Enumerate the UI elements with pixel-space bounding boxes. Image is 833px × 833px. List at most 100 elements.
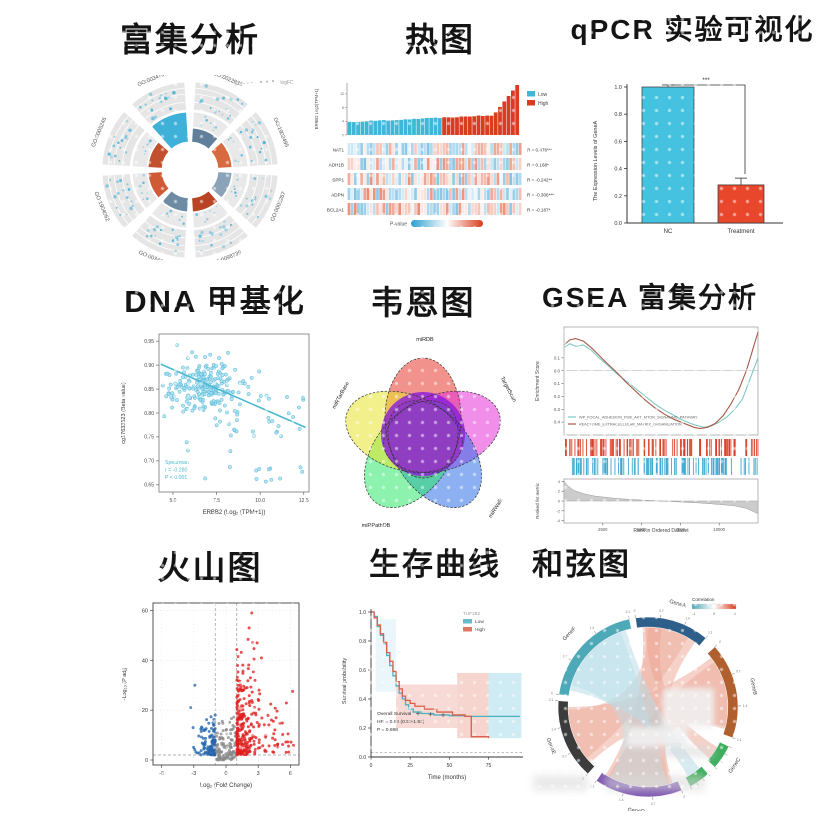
heatmap-title: 热图 — [405, 21, 475, 58]
svg-text:miRDB: miRDB — [416, 337, 434, 343]
svg-text:0.4: 0.4 — [614, 167, 622, 173]
svg-text:0: 0 — [144, 758, 147, 764]
svg-text:miRPathDB: miRPathDB — [361, 523, 390, 529]
svg-text:0: 0 — [713, 612, 715, 616]
svg-text:Log₂ (Fold Change): Log₂ (Fold Change) — [199, 783, 251, 789]
svg-text:0.7: 0.7 — [562, 754, 567, 758]
svg-text:2500: 2500 — [598, 527, 608, 532]
chord-title: 和弦图 — [532, 547, 631, 582]
panel-methylation: DNA 甲基化 0.95 0.90 0.85 0.80 0.75 0.70 0.65 5.0 7… — [85, 284, 345, 544]
svg-text:0.7: 0.7 — [659, 609, 664, 613]
svg-text:Overall Survival: Overall Survival — [377, 711, 411, 717]
svg-text:NAT1: NAT1 — [333, 147, 345, 152]
svg-text:50: 50 — [447, 763, 453, 769]
svg-text:GO:0005246: GO:0005246 — [91, 117, 109, 148]
svg-text:1: 1 — [734, 612, 736, 616]
svg-text:Survival probability: Survival probability — [342, 657, 348, 703]
svg-text:0: 0 — [634, 609, 636, 613]
svg-text:-6: -6 — [159, 771, 164, 777]
svg-text:0: 0 — [224, 771, 227, 777]
svg-text:0.7: 0.7 — [736, 669, 741, 673]
svg-text:0: 0 — [551, 691, 553, 695]
svg-text:1.4: 1.4 — [743, 704, 748, 708]
svg-text:R = -0.187*: R = -0.187* — [527, 207, 551, 212]
svg-text:12.5: 12.5 — [298, 498, 308, 504]
svg-text:GeneA: GeneA — [668, 599, 686, 610]
svg-text:P-value: P-value — [390, 222, 407, 228]
svg-text:3: 3 — [256, 771, 259, 777]
svg-text:0.2: 0.2 — [359, 726, 366, 732]
svg-text:R = 0.168*: R = 0.168* — [527, 162, 549, 167]
panel-volcano: 火山图 -6 -3 0 3 6 0 20 40 60 Log₂ (Fold Change) -Log… — [100, 549, 320, 807]
svg-text:0: 0 — [719, 640, 721, 644]
svg-text:6: 6 — [288, 771, 291, 777]
svg-text:2.1: 2.1 — [708, 630, 713, 634]
svg-text:ADH1B: ADH1B — [329, 162, 344, 167]
svg-text:0.0: 0.0 — [359, 755, 366, 761]
svg-text:2.1: 2.1 — [737, 738, 742, 742]
svg-text:GeneD: GeneD — [627, 807, 645, 811]
heatmap-chart: 0 4 8 12 ERBB2 Log2(TPM+1) Low High NAT1 R = 0.4… — [314, 82, 554, 228]
svg-text:ERBB2 (Log₂ (TPM+1)): ERBB2 (Log₂ (TPM+1)) — [202, 510, 265, 516]
svg-text:High: High — [475, 627, 485, 633]
panel-heatmap: 热图 0 4 8 12 ERBB2 Log2(TPM+1) Low High NAT1 R = … — [295, 21, 585, 232]
svg-text:-1: -1 — [692, 612, 695, 616]
survival-title: 生存曲线 — [369, 547, 501, 582]
svg-text:ERBB2 Log2(TPM+1): ERBB2 Log2(TPM+1) — [314, 88, 319, 129]
gsea-title: GSEA 富集分析 — [541, 282, 759, 313]
svg-text:-0.1: -0.1 — [552, 382, 560, 387]
gsea-chart: 0.1 0.0 -0.1 -0.2 -0.3 -0.4 Enrichment Score WP… — [535, 327, 759, 533]
svg-text:High: High — [538, 101, 549, 107]
svg-text:The Expression Levels of GeneA: The Expression Levels of GeneA — [593, 121, 599, 202]
svg-text:0.1: 0.1 — [554, 356, 561, 361]
svg-text:Correlation: Correlation — [692, 597, 715, 602]
svg-text:4: 4 — [558, 479, 561, 484]
panel-survival: 生存曲线 0.0 0.2 0.4 0.6 0.8 1.0 0 25 50 75 Time (mont… — [330, 547, 540, 808]
svg-text:0.8: 0.8 — [614, 113, 622, 119]
svg-text:60: 60 — [141, 608, 147, 614]
svg-text:0.4: 0.4 — [359, 697, 366, 703]
svg-text:8: 8 — [342, 106, 344, 110]
svg-text:0.80: 0.80 — [144, 411, 154, 417]
svg-text:0: 0 — [683, 795, 685, 799]
svg-text:ADPN: ADPN — [331, 192, 344, 197]
svg-text:20: 20 — [141, 708, 147, 714]
svg-text:R = 0.476***: R = 0.476*** — [527, 147, 553, 152]
svg-text:logFC: logFC — [280, 80, 294, 86]
svg-text:0.0: 0.0 — [554, 369, 561, 374]
svg-text:WP_FOCAL_ADHESION_PI3K_AKT_MTO: WP_FOCAL_ADHESION_PI3K_AKT_MTOR_SIGNALIN… — [579, 416, 698, 420]
svg-text:GO:1902495: GO:1902495 — [272, 117, 290, 148]
svg-text:7.5: 7.5 — [213, 498, 220, 504]
svg-text:1.4: 1.4 — [685, 616, 690, 620]
svg-text:-3: -3 — [191, 771, 196, 777]
svg-text:1.0: 1.0 — [359, 610, 366, 616]
svg-text:0.95: 0.95 — [144, 339, 154, 345]
svg-text:REACTOME_EXTRACELLULAR_MATRIX_: REACTOME_EXTRACELLULAR_MATRIX_ORGANIZATI… — [579, 423, 682, 427]
svg-text:1.4: 1.4 — [551, 727, 556, 731]
svg-text:0.85: 0.85 — [144, 387, 154, 393]
svg-text:2.1: 2.1 — [549, 698, 554, 702]
svg-text:miRTarBase: miRTarBase — [331, 381, 350, 410]
svg-text:Enrichment Score: Enrichment Score — [535, 361, 541, 401]
svg-text:-0.2: -0.2 — [552, 394, 560, 399]
svg-text:BCL2A1: BCL2A1 — [327, 207, 345, 212]
svg-text:2.1: 2.1 — [590, 784, 595, 788]
svg-text:-4: -4 — [556, 518, 560, 523]
svg-text:5.0: 5.0 — [169, 498, 176, 504]
svg-text:0: 0 — [558, 499, 561, 504]
svg-text:Time (months): Time (months) — [428, 775, 466, 781]
venn-chart: miRDB TargetScan miRWalk miRPathDB miRTarBas… — [331, 337, 517, 529]
svg-text:-2: -2 — [556, 509, 560, 514]
panel-enrichment: 富集分析 GO:0005246 GO:0034705 GO:0022836 GO:19… — [55, 21, 325, 260]
svg-text:0.0: 0.0 — [614, 221, 622, 227]
svg-text:75: 75 — [486, 763, 492, 769]
svg-text:GeneC: GeneC — [728, 757, 743, 775]
svg-text:10000: 10000 — [713, 527, 725, 532]
svg-text:0.75: 0.75 — [144, 434, 154, 440]
svg-text:10.0: 10.0 — [255, 498, 265, 504]
svg-text:TargetScan: TargetScan — [498, 376, 516, 403]
qpcr-chart: 0.0 0.2 0.4 0.6 0.8 1.0 The Expression Levels … — [593, 77, 783, 235]
